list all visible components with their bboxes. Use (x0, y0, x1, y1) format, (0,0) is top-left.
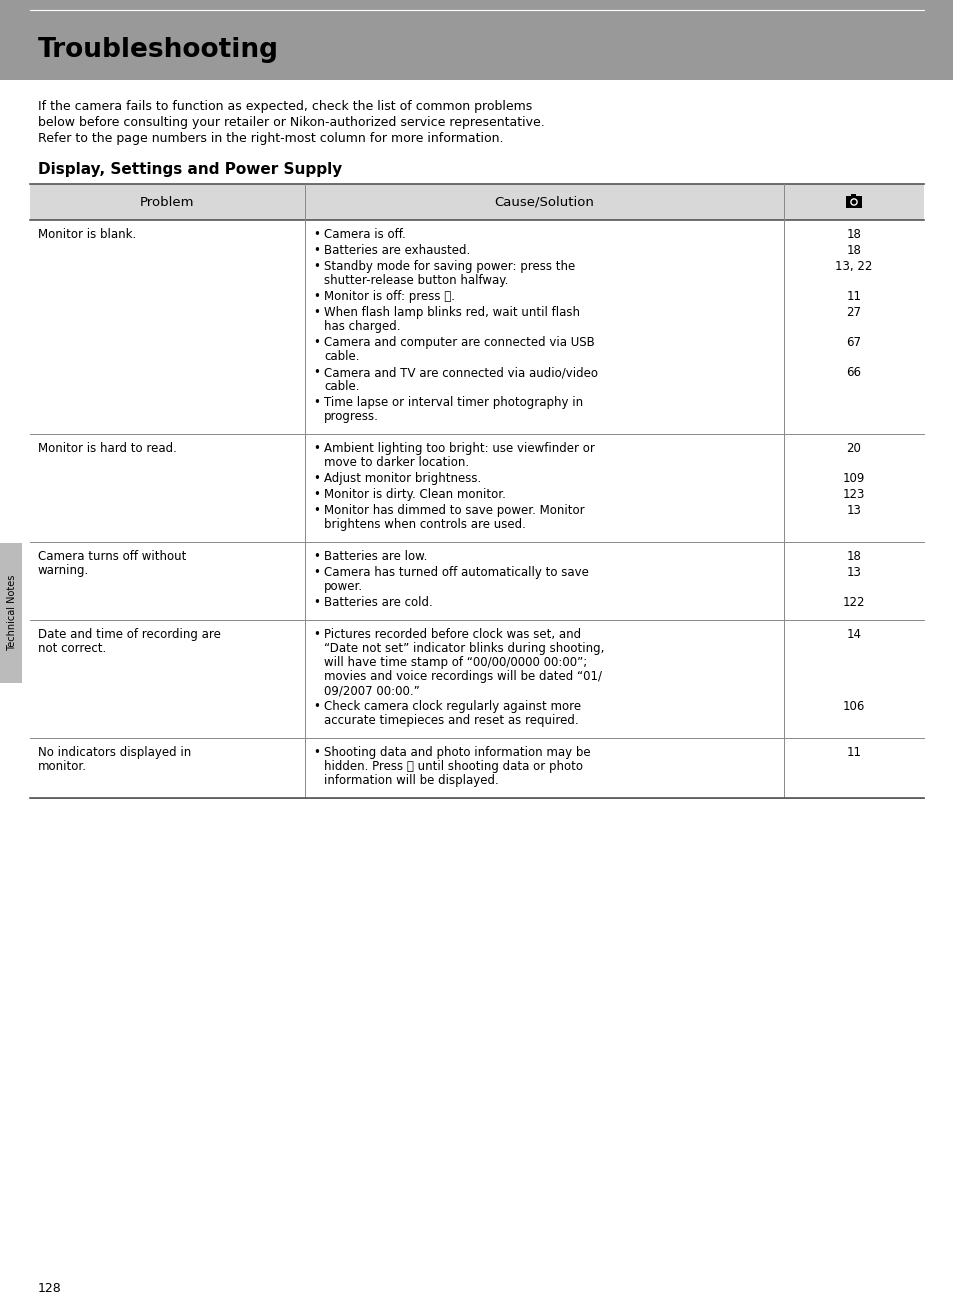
Text: Batteries are exhausted.: Batteries are exhausted. (324, 244, 470, 258)
Text: 66: 66 (845, 367, 861, 378)
Text: information will be displayed.: information will be displayed. (324, 774, 498, 787)
Text: Monitor is off: press ⧈.: Monitor is off: press ⧈. (324, 290, 455, 304)
Text: accurate timepieces and reset as required.: accurate timepieces and reset as require… (324, 714, 578, 727)
Text: If the camera fails to function as expected, check the list of common problems: If the camera fails to function as expec… (38, 100, 532, 113)
Bar (0, 543, 22, 683)
Bar (845, 196, 862, 208)
Text: 13, 22: 13, 22 (835, 260, 872, 273)
Bar (30, 541, 923, 620)
Text: •: • (313, 472, 319, 485)
Text: Standby mode for saving power: press the: Standby mode for saving power: press the (324, 260, 575, 273)
Text: Batteries are low.: Batteries are low. (324, 551, 427, 562)
Text: Check camera clock regularly against more: Check camera clock regularly against mor… (324, 700, 580, 714)
Text: cable.: cable. (324, 350, 359, 363)
Text: Cause/Solution: Cause/Solution (494, 196, 594, 209)
Text: Batteries are cold.: Batteries are cold. (324, 597, 433, 608)
Text: 106: 106 (841, 700, 864, 714)
Text: not correct.: not correct. (38, 643, 106, 654)
Text: 14: 14 (845, 628, 861, 641)
Text: •: • (313, 700, 319, 714)
Text: Camera has turned off automatically to save: Camera has turned off automatically to s… (324, 566, 588, 579)
Text: has charged.: has charged. (324, 321, 400, 332)
Text: •: • (313, 336, 319, 350)
Text: power.: power. (324, 579, 363, 593)
Text: Monitor has dimmed to save power. Monitor: Monitor has dimmed to save power. Monito… (324, 505, 584, 516)
Text: Display, Settings and Power Supply: Display, Settings and Power Supply (38, 162, 342, 177)
Text: •: • (313, 306, 319, 319)
Text: Refer to the page numbers in the right-most column for more information.: Refer to the page numbers in the right-m… (38, 131, 503, 145)
Circle shape (851, 200, 856, 205)
Text: •: • (313, 505, 319, 516)
Text: Date and time of recording are: Date and time of recording are (38, 628, 221, 641)
Text: “Date not set” indicator blinks during shooting,: “Date not set” indicator blinks during s… (324, 643, 604, 654)
Text: movies and voice recordings will be dated “01/: movies and voice recordings will be date… (324, 670, 601, 683)
Text: •: • (313, 229, 319, 240)
Text: shutter-release button halfway.: shutter-release button halfway. (324, 275, 508, 286)
Text: Camera and computer are connected via USB: Camera and computer are connected via US… (324, 336, 594, 350)
Text: When flash lamp blinks red, wait until flash: When flash lamp blinks red, wait until f… (324, 306, 579, 319)
Text: •: • (313, 551, 319, 562)
Text: •: • (313, 260, 319, 273)
Text: 20: 20 (845, 442, 861, 455)
Text: 123: 123 (841, 487, 864, 501)
Text: •: • (313, 487, 319, 501)
Text: 18: 18 (845, 244, 861, 258)
Text: Troubleshooting: Troubleshooting (38, 37, 278, 63)
Text: •: • (313, 597, 319, 608)
Bar (30, 434, 923, 541)
Text: Technical Notes: Technical Notes (7, 574, 17, 652)
Text: Problem: Problem (140, 196, 194, 209)
Text: Camera and TV are connected via audio/video: Camera and TV are connected via audio/vi… (324, 367, 598, 378)
Text: move to darker location.: move to darker location. (324, 456, 469, 469)
Text: will have time stamp of “00/00/0000 00:00”;: will have time stamp of “00/00/0000 00:0… (324, 656, 587, 669)
Bar (30, 219, 923, 434)
Text: 122: 122 (841, 597, 864, 608)
Text: Time lapse or interval timer photography in: Time lapse or interval timer photography… (324, 396, 582, 409)
Bar (30, 620, 923, 738)
Text: warning.: warning. (38, 564, 90, 577)
Text: hidden. Press ⧈ until shooting data or photo: hidden. Press ⧈ until shooting data or p… (324, 759, 582, 773)
Text: •: • (313, 367, 319, 378)
Text: 11: 11 (845, 290, 861, 304)
Text: 18: 18 (845, 551, 861, 562)
Text: 18: 18 (845, 229, 861, 240)
Text: 27: 27 (845, 306, 861, 319)
Text: •: • (313, 396, 319, 409)
Text: progress.: progress. (324, 410, 378, 423)
Text: brightens when controls are used.: brightens when controls are used. (324, 518, 525, 531)
Circle shape (849, 198, 857, 206)
Text: Ambient lighting too bright: use viewfinder or: Ambient lighting too bright: use viewfin… (324, 442, 595, 455)
Text: Monitor is blank.: Monitor is blank. (38, 229, 136, 240)
Text: Monitor is hard to read.: Monitor is hard to read. (38, 442, 176, 455)
Text: Pictures recorded before clock was set, and: Pictures recorded before clock was set, … (324, 628, 580, 641)
Bar (851, 194, 856, 197)
Bar (30, 184, 923, 219)
Text: monitor.: monitor. (38, 759, 87, 773)
Text: •: • (313, 566, 319, 579)
Text: cable.: cable. (324, 380, 359, 393)
Text: No indicators displayed in: No indicators displayed in (38, 746, 191, 759)
Bar (30, 738, 923, 798)
Bar (0, 0, 953, 80)
Text: •: • (313, 244, 319, 258)
Text: 109: 109 (841, 472, 864, 485)
Text: •: • (313, 746, 319, 759)
Text: 11: 11 (845, 746, 861, 759)
Text: below before consulting your retailer or Nikon-authorized service representative: below before consulting your retailer or… (38, 116, 544, 129)
Text: 13: 13 (845, 505, 861, 516)
Text: 128: 128 (38, 1281, 62, 1294)
Text: Shooting data and photo information may be: Shooting data and photo information may … (324, 746, 590, 759)
Text: Camera turns off without: Camera turns off without (38, 551, 186, 562)
Text: •: • (313, 442, 319, 455)
Text: 13: 13 (845, 566, 861, 579)
Text: •: • (313, 628, 319, 641)
Text: Camera is off.: Camera is off. (324, 229, 405, 240)
Text: •: • (313, 290, 319, 304)
Text: 67: 67 (845, 336, 861, 350)
Text: Monitor is dirty. Clean monitor.: Monitor is dirty. Clean monitor. (324, 487, 505, 501)
Text: 09/2007 00:00.”: 09/2007 00:00.” (324, 685, 419, 696)
Text: Adjust monitor brightness.: Adjust monitor brightness. (324, 472, 480, 485)
